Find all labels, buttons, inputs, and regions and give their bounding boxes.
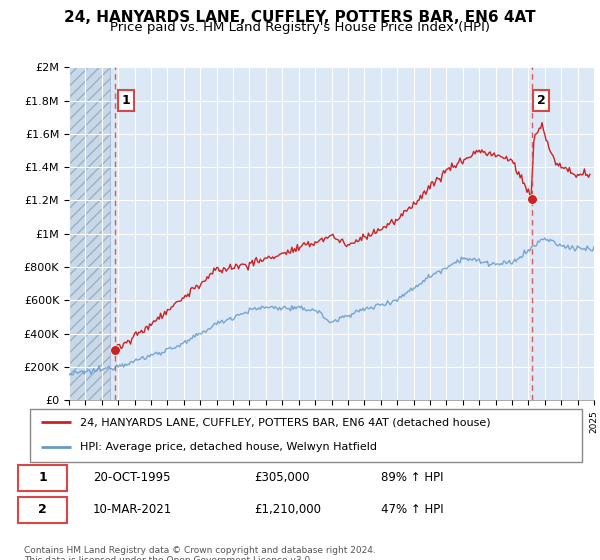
Text: 2: 2 [38,503,47,516]
Text: 89% ↑ HPI: 89% ↑ HPI [380,472,443,484]
Text: 1: 1 [121,94,130,107]
Text: 20-OCT-1995: 20-OCT-1995 [92,472,170,484]
Text: 24, HANYARDS LANE, CUFFLEY, POTTERS BAR, EN6 4AT: 24, HANYARDS LANE, CUFFLEY, POTTERS BAR,… [64,10,536,25]
FancyBboxPatch shape [18,497,67,523]
Text: 10-MAR-2021: 10-MAR-2021 [92,503,172,516]
Text: Price paid vs. HM Land Registry's House Price Index (HPI): Price paid vs. HM Land Registry's House … [110,21,490,34]
Text: 2: 2 [536,94,545,107]
Text: 47% ↑ HPI: 47% ↑ HPI [380,503,443,516]
Text: Contains HM Land Registry data © Crown copyright and database right 2024.
This d: Contains HM Land Registry data © Crown c… [24,546,376,560]
Text: 1: 1 [38,472,47,484]
Text: £1,210,000: £1,210,000 [254,503,321,516]
Text: 24, HANYARDS LANE, CUFFLEY, POTTERS BAR, EN6 4AT (detached house): 24, HANYARDS LANE, CUFFLEY, POTTERS BAR,… [80,417,490,427]
FancyBboxPatch shape [18,465,67,491]
Text: £305,000: £305,000 [254,472,310,484]
Text: HPI: Average price, detached house, Welwyn Hatfield: HPI: Average price, detached house, Welw… [80,442,377,452]
FancyBboxPatch shape [30,409,582,462]
